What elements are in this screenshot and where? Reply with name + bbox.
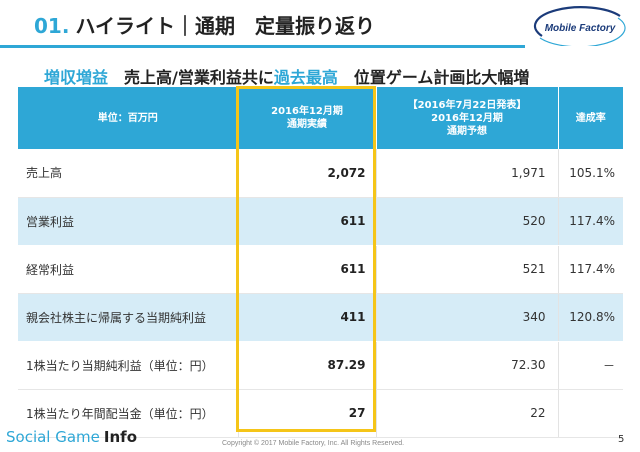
row-rate: 117.4% [558,245,623,294]
row-forecast: 72.30 [376,341,559,390]
title-text: ハイライト｜通期 定量振り返り [75,14,376,38]
mobile-factory-logo: Mobile Factory [533,6,626,46]
row-label: 親会社株主に帰属する当期純利益 [18,293,239,342]
subtitle-sales-op: 売上高/営業利益共に [108,68,274,87]
row-rate: － [558,341,623,390]
row-forecast: 521 [376,245,559,294]
table-header-row: 単位：百万円 2016年12月期 通期実績 【2016年7月22日発表】 2016年… [18,87,623,149]
header-forecast: 【2016年7月22日発表】 2016年12月期 通期予想 [376,87,559,149]
row-label: 売上高 [18,149,239,198]
results-table: 単位：百万円 2016年12月期 通期実績 【2016年7月22日発表】 2016年… [18,87,623,438]
table-row: 1株当たり当期純利益（単位：円） 87.29 72.30 － [18,341,623,390]
header-achievement-rate: 達成率 [558,87,623,149]
table-row: 親会社株主に帰属する当期純利益 411 340 120.8% [18,293,623,342]
brand-social-game: Social Game [6,428,100,446]
row-rate [558,389,623,438]
row-actual: 2,072 [238,149,377,198]
subtitle-record: 過去最高 [273,68,338,87]
row-forecast: 520 [376,197,559,246]
row-label: 1株当たり年間配当金（単位：円） [18,389,239,438]
subtitle-location-game: 位置ゲーム計画比大幅増 [337,68,530,87]
row-label: 経常利益 [18,245,239,294]
social-game-info-logo: Social Game Info [6,428,137,446]
table-row: 経常利益 611 521 117.4% [18,245,623,294]
slide-header: 01. ハイライト｜通期 定量振り返り Mobile Factory [0,0,640,54]
slide-title: 01. ハイライト｜通期 定量振り返り [34,10,375,39]
brand-info: Info [103,428,137,446]
logo-text: Mobile Factory [545,23,616,34]
row-actual: 611 [238,197,377,246]
row-forecast: 22 [376,389,559,438]
copyright-notice: Copyright © 2017 Mobile Factory, Inc. Al… [222,440,405,447]
row-actual: 27 [238,389,377,438]
header-actual: 2016年12月期 通期実績 [238,87,377,149]
subtitle-growth: 増収増益 [44,68,109,87]
row-forecast: 340 [376,293,559,342]
section-number: 01. [34,14,70,38]
row-label: 1株当たり当期純利益（単位：円） [18,341,239,390]
row-rate: 105.1% [558,149,623,198]
row-actual: 87.29 [238,341,377,390]
row-label: 営業利益 [18,197,239,246]
row-rate: 117.4% [558,197,623,246]
header-divider [0,45,525,48]
table-row: 営業利益 611 520 117.4% [18,197,623,246]
row-actual: 411 [238,293,377,342]
table-row: 売上高 2,072 1,971 105.1% [18,149,623,198]
row-actual: 611 [238,245,377,294]
highlight-subtitle: 増収増益 売上高/営業利益共に過去最高 位置ゲーム計画比大幅増 [44,64,529,88]
page-number: 5 [618,434,625,445]
header-unit: 単位：百万円 [18,87,239,149]
row-rate: 120.8% [558,293,623,342]
row-forecast: 1,971 [376,149,559,198]
